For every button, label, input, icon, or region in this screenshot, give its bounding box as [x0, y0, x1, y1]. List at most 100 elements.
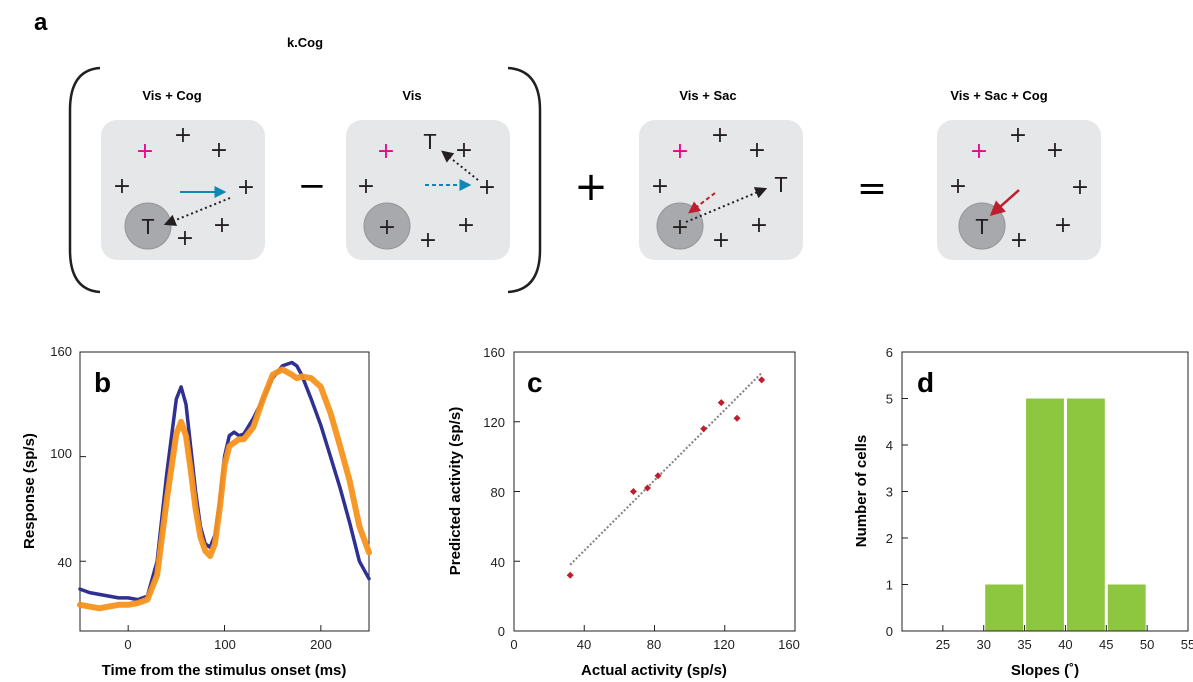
y-tick-label: 40: [58, 555, 72, 570]
plus-operator: +: [574, 164, 608, 210]
box-title-vis-sac-cog: Vis + Sac + Cog: [950, 88, 1047, 103]
histogram-bar: [1066, 398, 1105, 631]
distractor-cross: +: [1046, 138, 1064, 163]
data-point: [566, 571, 574, 579]
y-axis-label: Number of cells: [853, 435, 870, 548]
x-tick-label: 40: [1058, 637, 1072, 652]
histogram-bar: [1026, 398, 1064, 631]
x-axis-label: Slopes (˚): [1011, 662, 1079, 679]
box-title-vis-cog: Vis + Cog: [142, 88, 201, 103]
minus-operator: −: [298, 166, 327, 206]
data-point: [717, 399, 725, 407]
y-tick-label: 1: [886, 578, 893, 593]
distractor-cross: +: [237, 175, 255, 200]
target-t: T: [774, 173, 788, 197]
left-parenthesis: [68, 66, 101, 294]
data-point: [700, 425, 708, 433]
fit-line: [569, 372, 763, 566]
x-axis-label: Time from the stimulus onset (ms): [102, 662, 347, 679]
combined-arrow: [989, 189, 1020, 216]
panel-c-letter: c: [527, 367, 543, 398]
x-tick-label: 120: [713, 637, 735, 652]
tick-marks: [902, 351, 1189, 632]
marks-group: [566, 372, 766, 579]
y-tick-label: 6: [886, 345, 893, 360]
x-axis-label: Actual activity (sp/s): [581, 662, 727, 679]
y-tick-label: 0: [498, 624, 505, 639]
distractor-cross: +: [712, 228, 730, 253]
x-tick-labels: 25 30 35 40 45 50 55: [936, 637, 1193, 652]
x-tick-label: 55: [1181, 637, 1193, 652]
y-axis-label: Response (sp/s): [21, 433, 38, 549]
panel-b-letter: b: [94, 367, 111, 398]
x-tick-label: 50: [1140, 637, 1154, 652]
x-tick-label: 80: [647, 637, 661, 652]
bars-group: [985, 398, 1146, 631]
saccade-arrow: [685, 187, 768, 223]
distractor-cross: +: [419, 228, 437, 253]
tick-marks: [513, 351, 796, 632]
right-parenthesis: [507, 66, 542, 294]
y-tick-label: 3: [886, 485, 893, 500]
y-tick-label: 120: [483, 415, 505, 430]
x-tick-label: 200: [310, 637, 332, 652]
histogram-bar: [1107, 584, 1146, 631]
y-tick-labels: 0 1 2 3 4 5 6: [886, 345, 893, 639]
distractor-cross: +: [210, 138, 228, 163]
distractor-cross: +: [113, 174, 131, 199]
saccade-component-arrow: [688, 192, 716, 214]
distractor-cross: +: [671, 215, 689, 240]
receptive-field-circle: [656, 202, 704, 250]
panel-b: b 40 100 160 0 100 200 Time from the sti…: [21, 344, 372, 679]
target-t: T: [423, 130, 437, 154]
distractor-cross: +: [357, 174, 375, 199]
distractor-cross: +: [1071, 175, 1089, 200]
x-tick-label: 40: [577, 637, 591, 652]
distractor-cross: +: [750, 213, 768, 238]
x-tick-label: 160: [778, 637, 800, 652]
x-tick-label: 25: [936, 637, 950, 652]
y-tick-label: 4: [886, 438, 893, 453]
fixation-cross: +: [970, 139, 988, 164]
receptive-field-circle: [124, 202, 172, 250]
box-title-vis: Vis: [402, 88, 421, 103]
distractor-cross: +: [176, 226, 194, 251]
distractor-cross: +: [1009, 123, 1027, 148]
x-tick-label: 0: [510, 637, 517, 652]
fixation-cross: +: [671, 139, 689, 164]
data-point: [758, 376, 766, 384]
distractor-cross: +: [651, 174, 669, 199]
distractor-cross: +: [174, 123, 192, 148]
target-t: T: [975, 215, 989, 239]
data-point: [733, 414, 741, 422]
x-tick-label: 45: [1099, 637, 1113, 652]
equals-operator: =: [857, 168, 887, 209]
panel-c: c 0 40 80 120 160 0 40 80 120 160 Actual…: [447, 345, 800, 679]
data-point: [654, 472, 662, 480]
distractor-cross: +: [711, 123, 729, 148]
box-title-vis-sac: Vis + Sac: [679, 88, 736, 103]
y-tick-label: 160: [483, 345, 505, 360]
y-tick-label: 0: [886, 624, 893, 639]
x-tick-label: 100: [214, 637, 236, 652]
x-tick-label: 35: [1017, 637, 1031, 652]
data-point: [643, 484, 651, 492]
box-vis: + T + + + + + +: [346, 120, 510, 260]
distractor-cross: +: [457, 213, 475, 238]
panel-a-letter: a: [34, 9, 48, 36]
y-tick-label: 80: [491, 485, 505, 500]
box-vis-cog: + + + + + + + T: [101, 120, 265, 260]
distractor-cross: +: [949, 174, 967, 199]
y-axis-label: Predicted activity (sp/s): [447, 407, 464, 575]
distractor-cross: +: [1054, 213, 1072, 238]
histogram-bar: [985, 584, 1024, 631]
box-vis-sac: + + + + T + + +: [639, 120, 803, 260]
series-group: [77, 360, 372, 612]
y-tick-label: 40: [491, 555, 505, 570]
tick-marks: [80, 351, 322, 631]
receptive-field-circle: [363, 202, 411, 250]
bracket-label: k.Cog: [287, 35, 323, 50]
x-tick-label: 0: [124, 637, 131, 652]
